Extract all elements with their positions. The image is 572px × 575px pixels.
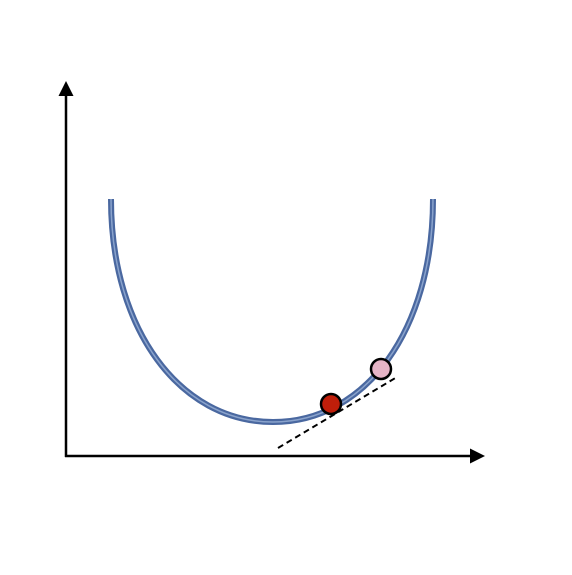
next-point — [369, 357, 393, 381]
loss-curve — [108, 198, 436, 426]
current-point — [319, 392, 343, 416]
tangent-line — [277, 376, 398, 449]
